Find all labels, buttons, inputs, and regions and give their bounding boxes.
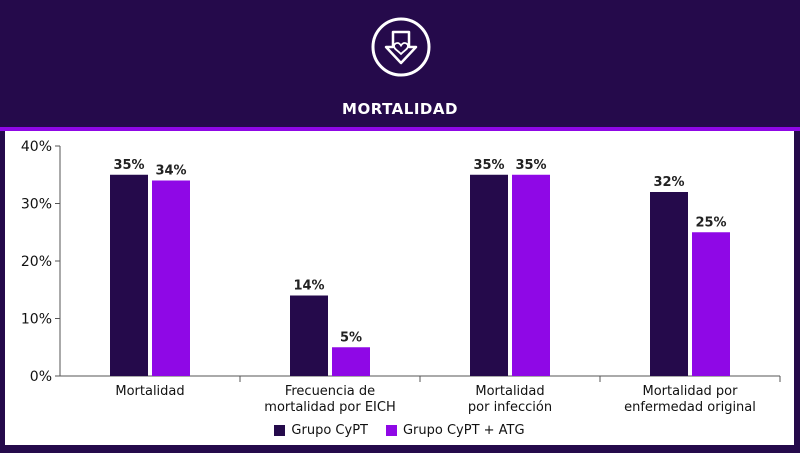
- legend-swatch-series-2: [385, 425, 397, 436]
- heart-down-arrow-icon: [371, 17, 431, 77]
- x-tick-label: Frecuencia de: [285, 384, 375, 399]
- bar-1: [110, 174, 148, 376]
- data-label: 35%: [473, 158, 504, 173]
- legend-item-series-2: Grupo CyPT + ATG: [385, 423, 525, 438]
- bar-2: [512, 174, 550, 376]
- bar-2: [152, 180, 190, 376]
- x-tick-label: Mortalidad: [115, 384, 184, 399]
- x-tick-label: por infección: [468, 400, 552, 415]
- x-tick-label: Mortalidad por: [643, 384, 739, 399]
- bar-1: [290, 295, 328, 376]
- data-label: 34%: [155, 164, 186, 179]
- x-tick-label: mortalidad por EICH: [264, 400, 395, 415]
- data-label: 14%: [293, 279, 324, 294]
- bar-2: [332, 347, 370, 376]
- y-tick-label: 40%: [21, 139, 52, 155]
- accent-divider: [0, 127, 800, 131]
- page-title: MORTALIDAD: [342, 100, 458, 118]
- header-band: MORTALIDAD: [0, 0, 800, 127]
- data-label: 5%: [340, 330, 362, 345]
- y-tick-label: 20%: [21, 254, 52, 270]
- legend-label-series-1: Grupo CyPT: [291, 423, 368, 438]
- x-tick-label: Mortalidad: [475, 384, 544, 399]
- bar-1: [650, 192, 688, 376]
- data-label: 35%: [113, 158, 144, 173]
- legend-item-series-1: Grupo CyPT: [274, 423, 368, 438]
- bar-chart: 0% 10% 20% 30% 40% 35% 34% Mortalidad 14% 5% Frecu…: [21, 139, 781, 415]
- data-label: 25%: [695, 215, 726, 230]
- bar-2: [692, 232, 730, 376]
- y-tick-label: 10%: [21, 312, 52, 328]
- y-tick-label: 0%: [30, 369, 52, 385]
- legend-swatch-series-1: [274, 425, 286, 436]
- data-label: 35%: [515, 158, 546, 173]
- x-tick-label: enfermedad original: [624, 400, 756, 415]
- y-tick-label: 30%: [21, 197, 52, 213]
- chart-legend: Grupo CyPT Grupo CyPT + ATG: [5, 423, 794, 438]
- chart-panel: 0% 10% 20% 30% 40% 35% 34% Mortalidad 14% 5% Frecu…: [5, 131, 794, 445]
- bar-1: [470, 174, 508, 376]
- legend-label-series-2: Grupo CyPT + ATG: [402, 423, 525, 438]
- data-label: 32%: [653, 175, 684, 190]
